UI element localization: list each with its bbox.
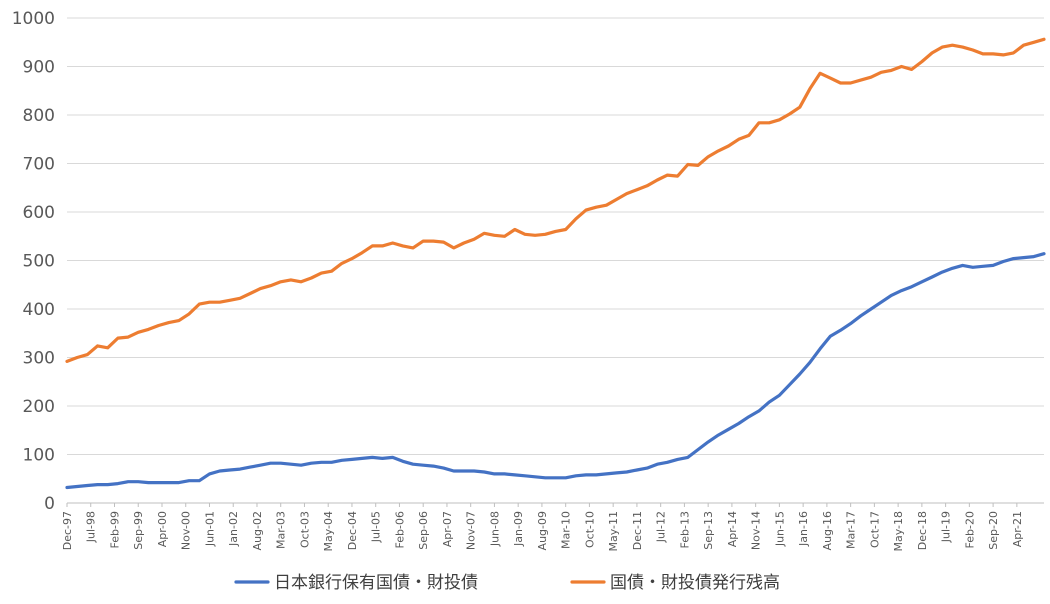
gridlines xyxy=(67,17,1044,455)
x-tick-label: Sep-13 xyxy=(702,511,715,550)
x-tick-label: May-18 xyxy=(892,511,905,552)
x-tick-label: Jul-98 xyxy=(85,511,98,543)
y-tick-label: 900 xyxy=(23,58,55,78)
x-tick-label: Feb-13 xyxy=(678,511,691,548)
x-tick-label: Jun-01 xyxy=(203,511,216,547)
x-tick-label: Sep-99 xyxy=(132,511,145,550)
y-tick-label: 300 xyxy=(23,349,55,369)
series-line-1 xyxy=(65,37,1046,363)
x-tick-label: Jun-08 xyxy=(488,511,501,547)
x-tick-label: Mar-03 xyxy=(275,511,288,549)
series-lines xyxy=(65,37,1046,490)
x-tick-label: May-04 xyxy=(322,511,335,552)
x-tick-label: Oct-17 xyxy=(868,511,881,548)
x-tick-label: Jul-12 xyxy=(655,511,668,543)
legend: 日本銀行保有国債・財投債 国債・財投債発行残高 xyxy=(234,573,780,593)
x-tick-label: Mar-17 xyxy=(845,511,858,549)
x-tick-label: Nov-14 xyxy=(750,511,763,550)
x-tick-label: Aug-16 xyxy=(821,511,834,550)
x-tick-label: Jan-09 xyxy=(512,511,525,547)
x-tick-label: Oct-10 xyxy=(583,511,596,548)
x-tick-label: Dec-04 xyxy=(346,511,359,550)
x-tick-label: May-11 xyxy=(607,511,620,552)
y-tick-label: 500 xyxy=(23,252,55,272)
x-tick-label: Jul-19 xyxy=(940,511,953,543)
x-tick-label: Oct-03 xyxy=(298,511,311,548)
y-tick-label: 1000 xyxy=(12,9,55,29)
x-tick-label: Nov-00 xyxy=(180,511,193,550)
legend-label-0: 日本銀行保有国債・財投債 xyxy=(274,573,478,593)
x-tick-label: Aug-02 xyxy=(251,511,264,550)
x-tick-label: Apr-21 xyxy=(1011,511,1024,547)
y-tick-label: 700 xyxy=(23,155,55,175)
x-axis-tick-labels: Dec-97 Jul-98 Feb-99 Sep-99 Apr-00 Nov-00 Jun-… xyxy=(61,511,1024,552)
x-tick-label: Feb-99 xyxy=(108,511,121,548)
y-tick-label: 100 xyxy=(23,446,55,466)
x-tick-label: Mar-10 xyxy=(560,511,573,549)
series-line-0 xyxy=(65,252,1046,490)
y-tick-label: 200 xyxy=(23,397,55,417)
x-tick-label: Dec-97 xyxy=(61,511,74,550)
y-tick-label: 0 xyxy=(44,494,55,514)
x-tick-label: Dec-11 xyxy=(631,511,644,550)
x-tick-label: Sep-20 xyxy=(987,511,1000,550)
x-tick-label: Apr-14 xyxy=(726,511,739,547)
x-tick-label: Jan-16 xyxy=(797,511,810,547)
x-tick-label: Jun-15 xyxy=(773,511,786,547)
x-tick-label: Sep-06 xyxy=(417,511,430,550)
x-axis xyxy=(66,502,1044,507)
x-tick-label: Apr-07 xyxy=(441,511,454,547)
x-tick-label: Nov-07 xyxy=(465,511,478,550)
y-axis-tick-labels: 0 100 200 300 400 500 600 700 800 900 1000 xyxy=(12,9,55,514)
x-tick-label: Apr-00 xyxy=(156,511,169,547)
x-tick-label: Feb-20 xyxy=(963,511,976,548)
x-tick-label: Dec-18 xyxy=(916,511,929,550)
y-tick-label: 800 xyxy=(23,106,55,126)
y-tick-label: 600 xyxy=(23,203,55,223)
legend-label-1: 国債・財投債発行残高 xyxy=(610,573,780,593)
x-tick-label: Aug-09 xyxy=(536,511,549,550)
x-tick-label: Feb-06 xyxy=(393,511,406,548)
y-tick-label: 400 xyxy=(23,300,55,320)
x-tick-label: Jul-05 xyxy=(370,511,383,543)
x-tick-label: Jan-02 xyxy=(227,511,240,547)
